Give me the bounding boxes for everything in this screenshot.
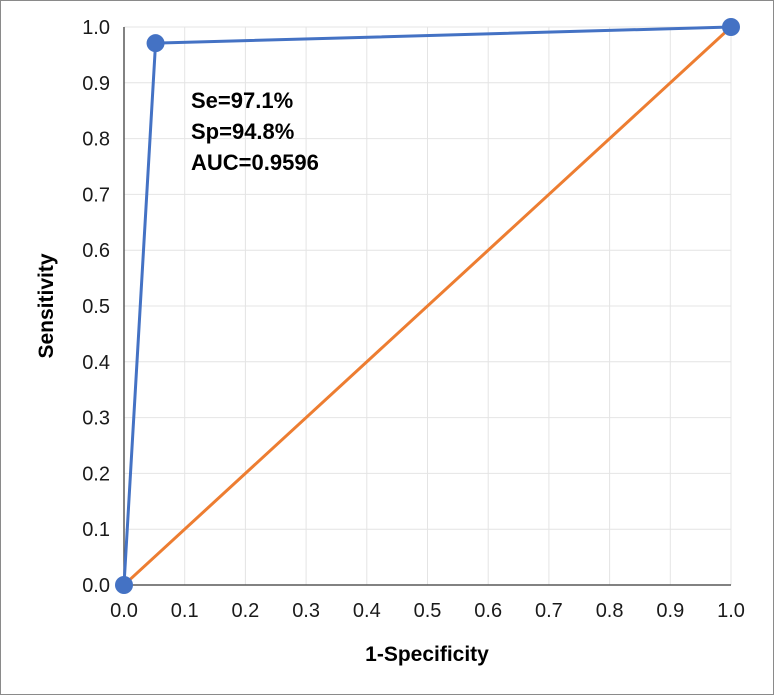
reference-line [122, 25, 733, 587]
axes [123, 27, 731, 586]
x-tick-label: 0.6 [474, 600, 502, 622]
y-tick-label: 0.2 [82, 463, 110, 485]
y-tick-label: 1.0 [82, 17, 110, 39]
y-tick-label: 0.3 [82, 408, 110, 430]
x-tick-labels: 0.0 0.1 0.2 0.3 0.4 0.5 0.6 0.7 0.8 0.9 1.0 [110, 600, 745, 622]
roc-point-marker [146, 34, 165, 53]
x-tick-label: 0.3 [292, 600, 320, 622]
y-tick-label: 0.6 [82, 240, 110, 262]
x-tick-label: 0.1 [171, 600, 199, 622]
y-tick-labels: 0.0 0.1 0.2 0.3 0.4 0.5 0.6 0.7 0.8 0.9 1.0 [82, 17, 110, 597]
x-tick-label: 0.2 [231, 600, 259, 622]
x-tick-label: 0.9 [656, 600, 684, 622]
grid [124, 26, 732, 585]
y-tick-label: 0.7 [82, 184, 110, 206]
y-tick-label: 0.8 [82, 129, 110, 151]
y-tick-label: 0.1 [82, 519, 110, 541]
y-axis-title: Sensitivity [35, 253, 58, 358]
x-tick-label: 0.7 [535, 600, 563, 622]
x-tick-label: 1.0 [717, 600, 745, 622]
x-tick-label: 0.0 [110, 600, 138, 622]
y-tick-label: 0.4 [82, 352, 110, 374]
x-tick-label: 0.4 [353, 600, 381, 622]
annotation-sensitivity: Se=97.1% [191, 88, 293, 113]
y-tick-label: 0.9 [82, 73, 110, 95]
series-layer [115, 18, 740, 594]
y-tick-label: 0.5 [82, 296, 110, 318]
x-tick-label: 0.8 [596, 600, 624, 622]
y-tick-label: 0.0 [82, 575, 110, 597]
annotation-auc: AUC=0.9596 [191, 150, 319, 175]
roc-point-marker [115, 576, 133, 594]
x-axis-title: 1-Specificity [365, 643, 489, 666]
annotation-specificity: Sp=94.8% [191, 119, 294, 144]
x-tick-label: 0.5 [414, 600, 442, 622]
roc-point-marker [722, 18, 740, 36]
